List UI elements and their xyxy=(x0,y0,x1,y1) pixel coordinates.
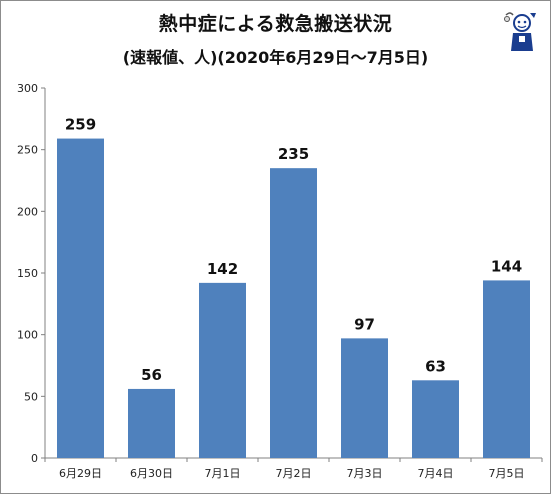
x-tick-label: 7月1日 xyxy=(205,467,241,480)
bar xyxy=(483,280,530,458)
x-tick-label: 6月30日 xyxy=(130,467,173,480)
bar xyxy=(341,338,388,458)
y-tick-label: 100 xyxy=(17,329,38,342)
bar xyxy=(57,138,104,459)
y-tick-label: 250 xyxy=(17,144,38,157)
x-tick-label: 7月5日 xyxy=(489,467,525,480)
y-tick-label: 200 xyxy=(17,205,38,218)
data-label: 235 xyxy=(278,145,309,163)
y-tick-label: 300 xyxy=(17,82,38,95)
data-label: 97 xyxy=(354,315,375,333)
bar xyxy=(199,282,246,458)
data-label: 144 xyxy=(491,257,522,275)
data-label: 63 xyxy=(425,357,446,375)
bar xyxy=(270,168,317,458)
y-tick-label: 50 xyxy=(24,390,38,403)
x-tick-label: 7月2日 xyxy=(276,467,312,480)
data-label: 56 xyxy=(141,366,162,384)
x-tick-label: 6月29日 xyxy=(59,467,102,480)
x-tick-label: 7月3日 xyxy=(347,467,383,480)
data-label: 142 xyxy=(207,260,238,278)
data-label: 259 xyxy=(65,116,96,134)
bar xyxy=(412,380,459,458)
mascot-logo xyxy=(504,12,536,51)
bar xyxy=(128,388,175,458)
y-tick-label: 0 xyxy=(31,452,38,465)
y-tick-label: 150 xyxy=(17,267,38,280)
chart-subtitle: (速報値、人)(2020年6月29日〜7月5日) xyxy=(122,48,429,67)
x-tick-label: 7月4日 xyxy=(418,467,454,480)
chart-title: 熱中症による救急搬送状況 xyxy=(158,13,393,35)
